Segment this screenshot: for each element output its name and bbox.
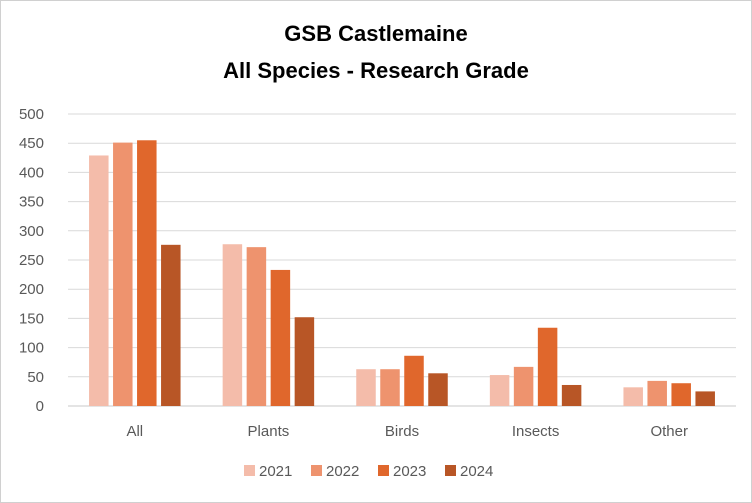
legend-label: 2024 <box>460 463 493 480</box>
y-tick-label: 350 <box>19 194 44 211</box>
bar-birds-2021 <box>356 369 376 406</box>
bar-other-2023 <box>671 383 691 406</box>
y-tick-label: 450 <box>19 135 44 152</box>
bar-insects-2024 <box>561 384 582 406</box>
legend-swatch <box>244 465 255 476</box>
legend-swatch <box>311 465 322 476</box>
y-tick-label: 150 <box>19 310 44 327</box>
y-tick-label: 300 <box>19 223 44 240</box>
y-tick-label: 250 <box>19 252 44 269</box>
legend-swatch <box>445 465 456 476</box>
bar-insects-2022 <box>513 366 534 406</box>
bar-insects-2021 <box>489 375 510 406</box>
y-tick-label: 400 <box>19 164 44 181</box>
legend-swatch <box>378 465 389 476</box>
bar-plants-2024 <box>294 317 315 406</box>
x-tick-label: All <box>126 423 143 440</box>
bar-plants-2023 <box>270 269 291 406</box>
x-axis-ticks: All Plants Birds Insects Other <box>126 423 687 440</box>
bar-all-2022 <box>113 142 133 406</box>
bar-all-2024 <box>161 244 181 406</box>
bar-other-2021 <box>623 387 643 406</box>
legend: 2021 2022 2023 2024 <box>244 463 493 480</box>
y-tick-label: 500 <box>19 106 44 123</box>
bar-all-2021 <box>89 155 109 406</box>
x-tick-label: Plants <box>248 423 290 440</box>
bar-birds-2024 <box>428 373 448 406</box>
chart-title: GSB Castlemaine <box>284 21 468 46</box>
bar-plants-2022 <box>246 247 267 406</box>
legend-label: 2023 <box>393 463 426 480</box>
bar-insects-2023 <box>537 327 558 406</box>
bar-birds-2022 <box>380 369 400 406</box>
x-tick-label: Insects <box>512 423 560 440</box>
y-tick-label: 100 <box>19 340 44 357</box>
bar-other-2022 <box>647 380 667 406</box>
legend-label: 2022 <box>326 463 359 480</box>
bar-birds-2023 <box>404 355 424 406</box>
x-tick-label: Birds <box>385 423 419 440</box>
y-tick-label: 50 <box>27 369 44 386</box>
chart-subtitle: All Species - Research Grade <box>223 58 529 83</box>
x-tick-label: Other <box>650 423 688 440</box>
bar-other-2024 <box>695 391 715 406</box>
y-tick-label: 200 <box>19 281 44 298</box>
bars <box>89 140 715 406</box>
legend-label: 2021 <box>259 463 292 480</box>
y-tick-label: 0 <box>36 398 44 415</box>
y-axis-ticks: 0 50 100 150 200 250 300 350 400 450 500 <box>19 106 44 415</box>
bar-all-2023 <box>137 140 157 406</box>
bar-plants-2021 <box>222 244 243 406</box>
